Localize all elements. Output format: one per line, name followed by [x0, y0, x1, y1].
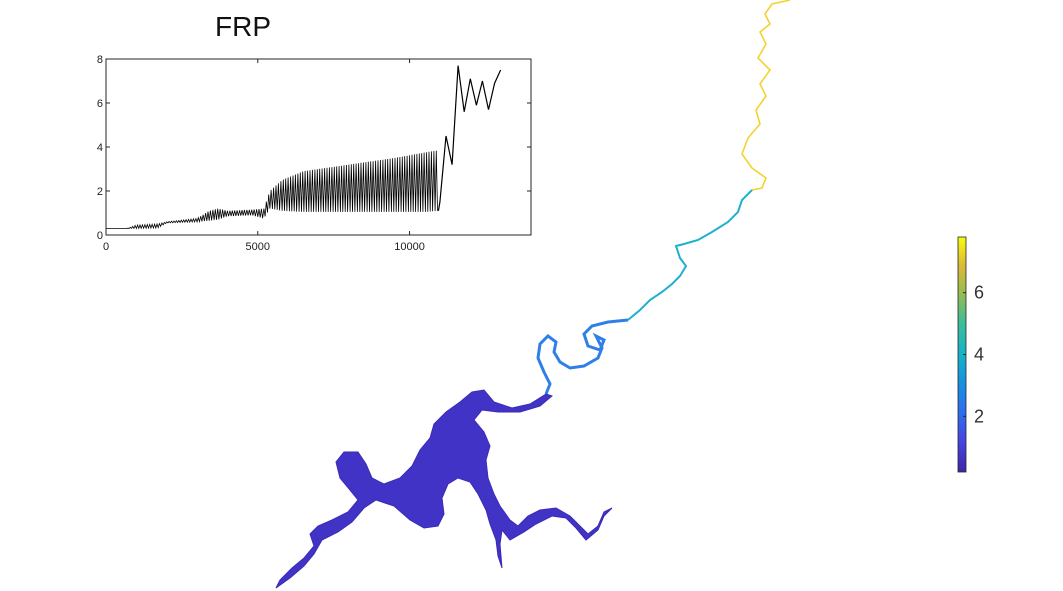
- colorbar-tick-label: 4: [974, 345, 984, 365]
- y-tick-label: 8: [97, 54, 103, 66]
- river-reach-lower: [536, 318, 629, 395]
- colorbar-ticks: 2 4 6: [963, 283, 984, 426]
- y-tick-label: 6: [97, 98, 103, 110]
- y-tick-label: 2: [97, 186, 103, 198]
- frp-series-line-tail: [437, 65, 502, 211]
- river-reach-middle: [627, 189, 753, 321]
- y-tick-label: 0: [97, 230, 103, 242]
- river-reach-upper: [741, 0, 791, 191]
- colorbar-tick-label: 6: [974, 283, 984, 303]
- colorbar-tick-label: 2: [974, 406, 984, 426]
- river-reservoir: [275, 389, 613, 589]
- frp-series-line-oscillating: [106, 150, 438, 230]
- y-tick-label: 4: [97, 142, 103, 154]
- river-map: [275, 0, 791, 589]
- x-axis: 0 5000 10000: [103, 59, 425, 253]
- y-axis: 0 2 4 6 8: [97, 54, 531, 242]
- x-tick-label: 0: [103, 241, 109, 253]
- x-tick-label: 5000: [246, 241, 270, 253]
- chart-title: FRP: [215, 11, 271, 42]
- x-tick-label: 10000: [394, 241, 425, 253]
